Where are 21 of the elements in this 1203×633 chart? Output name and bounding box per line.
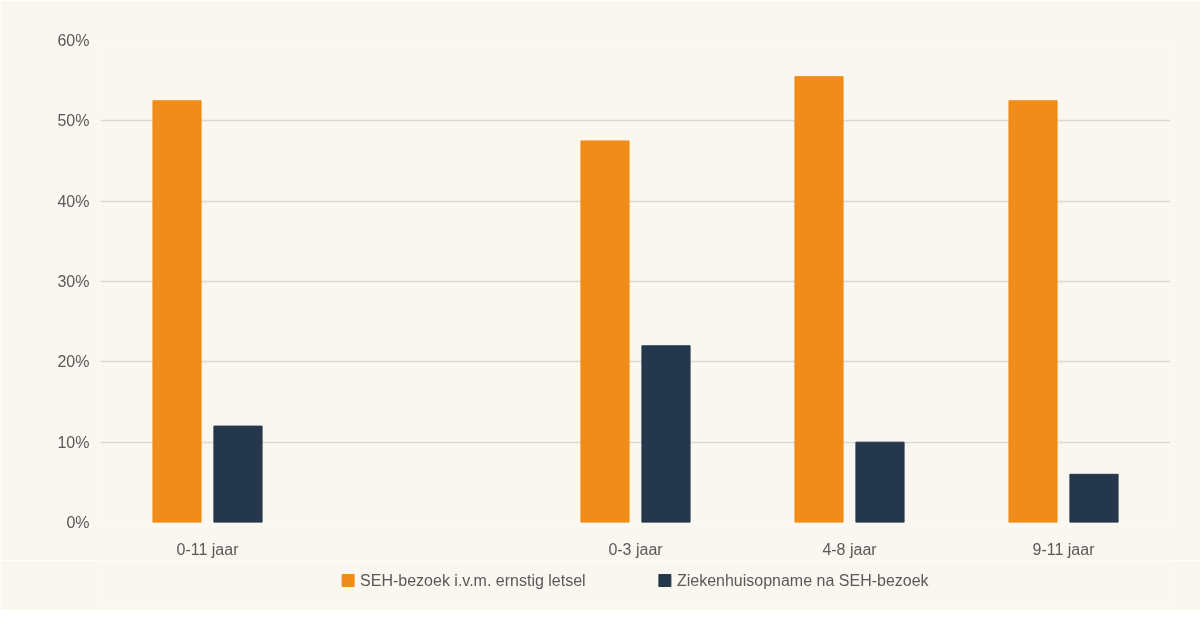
- bar: [1069, 473, 1119, 523]
- bar: [1008, 100, 1058, 523]
- legend-label: SEH-bezoek i.v.m. ernstig letsel: [360, 572, 586, 589]
- x-tick-label: 0-3 jaar: [608, 540, 664, 558]
- y-tick-label: 60%: [57, 32, 90, 49]
- x-tick-label: 9-11 jaar: [1032, 540, 1096, 558]
- y-tick-label: 50%: [57, 112, 90, 130]
- bar: [213, 425, 263, 523]
- bar: [794, 76, 844, 523]
- y-tick-label: 10%: [57, 433, 90, 451]
- bar: [641, 345, 691, 523]
- bar: [580, 140, 630, 523]
- y-tick-label: 40%: [57, 192, 90, 210]
- legend-label: Ziekenhuisopname na SEH-bezoek: [676, 572, 930, 589]
- y-tick-label: 30%: [57, 273, 90, 290]
- y-tick-label: 20%: [57, 353, 90, 371]
- x-tick-label: 4-8 jaar: [822, 540, 878, 558]
- bar: [855, 441, 905, 523]
- y-tick-label: 0%: [66, 514, 90, 531]
- x-tick-label: 0-11 jaar: [176, 540, 240, 558]
- bar: [152, 100, 202, 523]
